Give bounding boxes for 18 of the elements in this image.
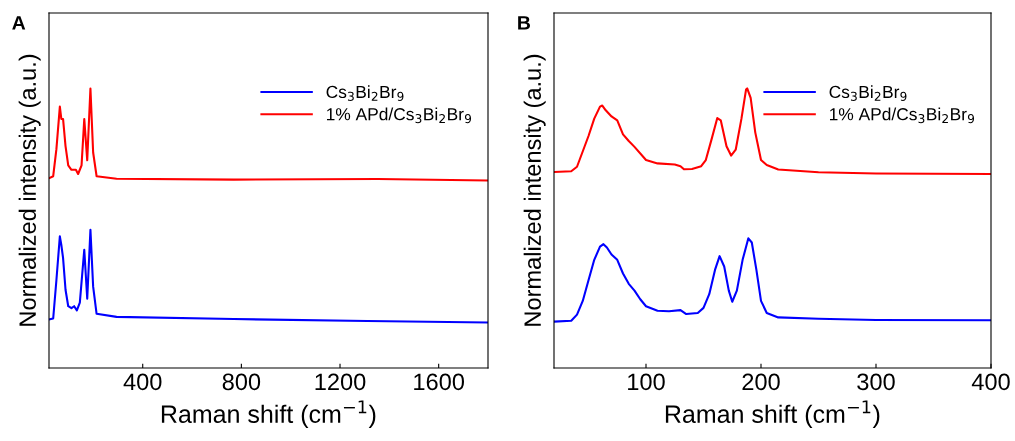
x-tick-label: 100	[628, 373, 665, 391]
x-tick-label: 400	[971, 373, 1010, 391]
legend-label: Cs$_{3}$Bi$_{2}$Br$_{9}$	[326, 85, 404, 101]
x-axis-title: Raman shift (cm$^{−1}$)	[665, 400, 880, 428]
legend-label: Cs$_{3}$Bi$_{2}$Br$_{9}$	[829, 85, 907, 101]
legend-label: 1% APd/Cs$_{3}$Bi$_{2}$Br$_{9}$	[327, 107, 472, 124]
chart-title: B	[518, 16, 531, 30]
x-tick-label: 1200	[315, 373, 366, 391]
x-tick-label: 400	[123, 373, 162, 391]
x-tick-label: 1600	[414, 373, 465, 391]
x-tick-label: 200	[742, 373, 780, 391]
chart-title: A	[12, 16, 26, 30]
x-tick-label: 300	[857, 373, 895, 391]
x-axis-title: Raman shift (cm$^{−1}$)	[161, 400, 376, 428]
y-axis-title: Normalized intensity (a.u.)	[523, 54, 546, 326]
y-axis-title: Normalized intensity (a.u.)	[18, 54, 41, 326]
legend-label: 1% APd/Cs$_{3}$Bi$_{2}$Br$_{9}$	[830, 107, 975, 124]
x-tick-label: 800	[222, 373, 261, 391]
